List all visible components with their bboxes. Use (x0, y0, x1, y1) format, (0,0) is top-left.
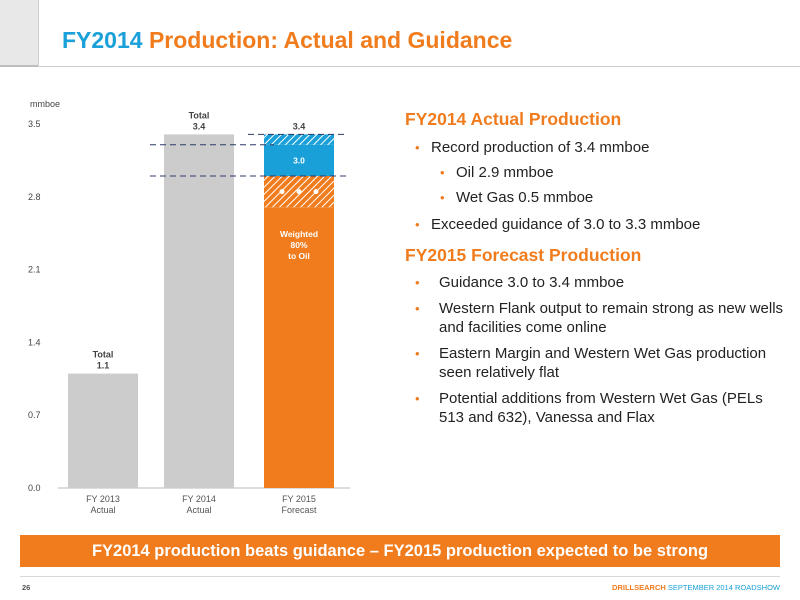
list-item: • Western Flank output to remain strong a… (405, 299, 785, 337)
hatch-marker (279, 189, 285, 195)
forecast-inner-label: 3.0 (293, 155, 305, 165)
bullet-icon: • (415, 346, 420, 361)
bullet-icon: • (440, 190, 445, 205)
bar (164, 134, 234, 488)
bar-label-total: Total (93, 350, 114, 360)
event-name: SEPTEMBER 2014 ROADSHOW (667, 583, 780, 592)
brand-name: DRILLSEARCH (612, 583, 666, 592)
slide-title: FY2014 Production: Actual and Guidance (62, 27, 512, 54)
x-tick-label: FY 2015 (282, 494, 316, 504)
bullet-text: Oil 2.9 mmboe (456, 164, 554, 181)
y-tick-label: 1.4 (28, 337, 41, 347)
forecast-weighted-label: 80% (290, 240, 307, 250)
bar-label-value: 3.4 (293, 121, 306, 131)
bullet-icon: • (415, 391, 420, 406)
bullet-text: Potential additions from Western Wet Gas… (439, 390, 763, 426)
bullet-text: Western Flank output to remain strong as… (439, 300, 784, 336)
list-item: • Oil 2.9 mmboe (405, 163, 785, 182)
title-divider-accent (0, 65, 38, 67)
page-number: 26 (22, 583, 31, 592)
bar-label-total: Total (189, 110, 210, 120)
bullet-text: Guidance 3.0 to 3.4 mmboe (439, 274, 625, 291)
corner-divider (38, 0, 39, 66)
hatch-marker (313, 189, 319, 195)
bullet-icon: • (415, 301, 420, 316)
summary-banner: FY2014 production beats guidance – FY201… (20, 535, 780, 567)
x-tick-label: FY 2014 (182, 494, 216, 504)
bar-label-value: 1.1 (97, 361, 110, 371)
bullet-icon: • (415, 140, 420, 155)
bullet-icon: • (440, 165, 445, 180)
forecast-weighted-label: Weighted (280, 229, 318, 239)
list-item: • Record production of 3.4 mmboe (405, 138, 785, 157)
bullet-text: Exceeded guidance of 3.0 to 3.3 mmboe (431, 216, 701, 233)
section-heading-fy2014: FY2014 Actual Production (405, 109, 622, 129)
x-tick-label: Actual (90, 505, 115, 515)
title-divider (0, 66, 800, 67)
footer-brand: DRILLSEARCH SEPTEMBER 2014 ROADSHOW (612, 583, 780, 592)
bar (68, 373, 138, 488)
x-tick-label: FY 2013 (86, 494, 120, 504)
commentary-panel: FY2014 Actual Production • Record product… (405, 108, 785, 427)
y-tick-label: 2.1 (28, 265, 41, 275)
fy2014-bullets: • Record production of 3.4 mmboe • Oil 2.9… (405, 138, 785, 234)
y-tick-label: 0.0 (28, 483, 41, 493)
list-item: • Potential additions from Western Wet Ga… (405, 389, 785, 427)
fy2015-bullets: • Guidance 3.0 to 3.4 mmboe • Western Flan… (405, 273, 785, 427)
y-tick-label: 2.8 (28, 192, 41, 202)
list-item: • Eastern Margin and Western Wet Gas prod… (405, 344, 785, 382)
x-tick-label: Forecast (281, 505, 317, 515)
hatch-marker (296, 189, 302, 195)
bar-label-value: 3.4 (193, 121, 206, 131)
bar-segment (264, 207, 334, 488)
y-tick-label: 0.7 (28, 410, 41, 420)
title-year: FY2014 (62, 27, 143, 53)
bar-segment (264, 134, 334, 145)
list-item: • Exceeded guidance of 3.0 to 3.3 mmboe (405, 215, 785, 234)
corner-tab (0, 0, 38, 66)
bullet-icon: • (415, 217, 420, 232)
list-item: • Guidance 3.0 to 3.4 mmboe (405, 273, 785, 292)
y-tick-label: 3.5 (28, 119, 41, 129)
bullet-text: Eastern Margin and Western Wet Gas produ… (439, 345, 767, 381)
bullet-text: Wet Gas 0.5 mmboe (456, 189, 594, 206)
forecast-weighted-label: to Oil (288, 251, 310, 261)
bar-segment (264, 144, 334, 176)
list-item: • Wet Gas 0.5 mmboe (405, 188, 785, 207)
bullet-icon: • (415, 275, 420, 290)
title-text: Production: Actual and Guidance (148, 27, 513, 53)
section-heading-fy2015: FY2015 Forecast Production (405, 245, 642, 265)
footer-divider (20, 576, 780, 577)
x-tick-label: Actual (186, 505, 211, 515)
bullet-text: Record production of 3.4 mmboe (431, 139, 650, 156)
y-axis-label: mmboe (30, 99, 60, 109)
